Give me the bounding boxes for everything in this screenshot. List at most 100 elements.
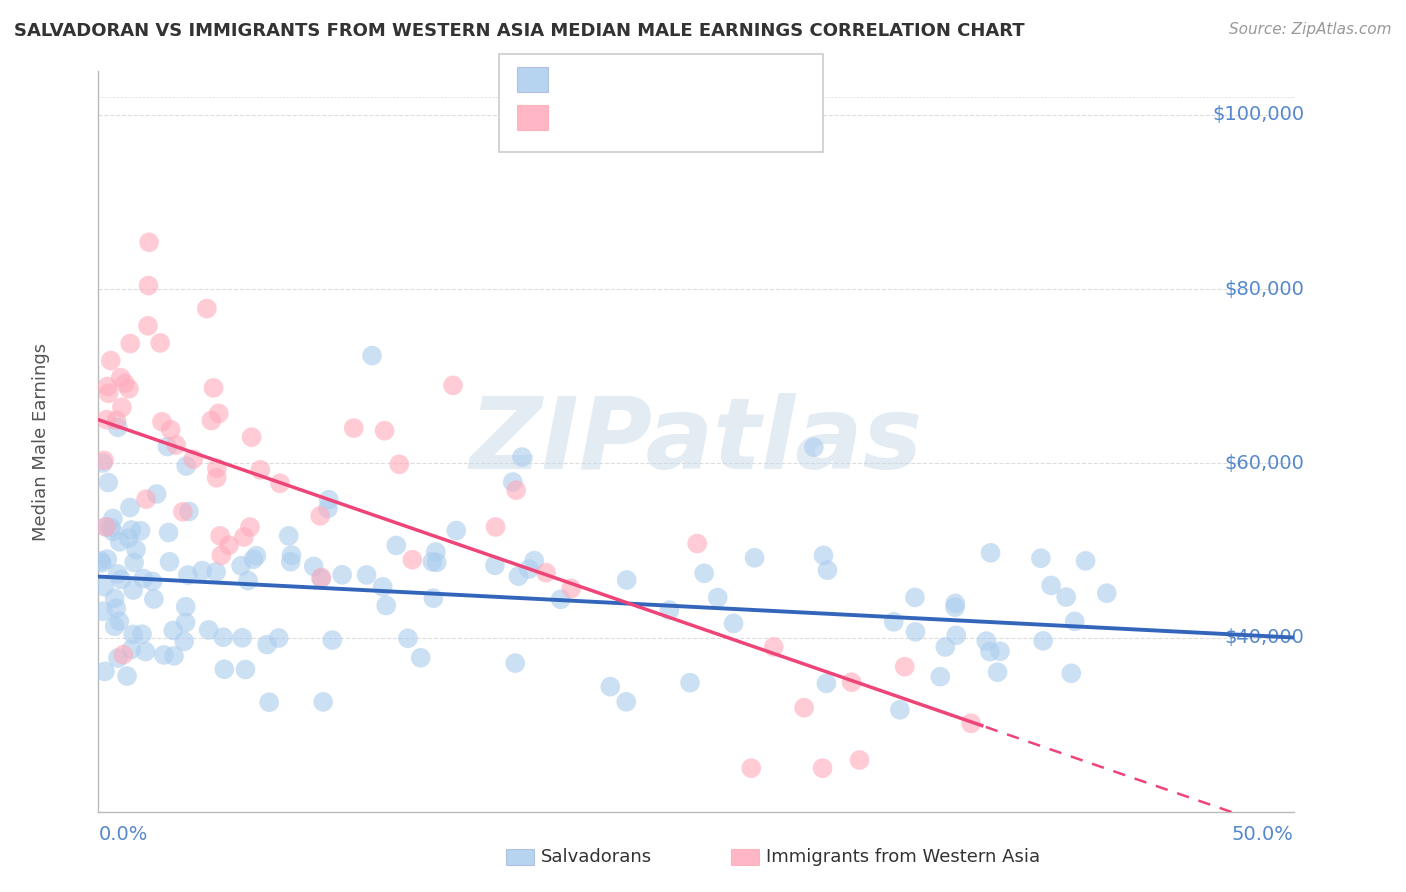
Point xyxy=(197,623,219,637)
Point xyxy=(401,552,423,566)
Point xyxy=(120,336,142,351)
Point xyxy=(122,556,145,570)
Point xyxy=(257,695,280,709)
Point xyxy=(1040,578,1063,592)
Point xyxy=(177,504,200,518)
Point xyxy=(979,645,1001,659)
Point xyxy=(173,634,195,648)
Point xyxy=(107,420,129,434)
Point xyxy=(142,592,165,607)
Point xyxy=(388,457,411,471)
Point xyxy=(112,648,135,662)
Point xyxy=(560,582,582,596)
Point xyxy=(100,353,122,368)
Point xyxy=(138,278,160,293)
Point xyxy=(107,566,129,581)
Point xyxy=(311,570,333,584)
Point xyxy=(693,566,716,581)
Point xyxy=(1060,666,1083,681)
Point xyxy=(312,695,335,709)
Point xyxy=(904,624,927,639)
Point xyxy=(105,413,128,427)
Point xyxy=(90,556,112,570)
Point xyxy=(426,555,449,569)
Point xyxy=(131,627,153,641)
Point xyxy=(205,565,228,579)
Point xyxy=(330,567,353,582)
Point xyxy=(96,412,118,426)
Point xyxy=(256,638,278,652)
Point xyxy=(929,670,952,684)
Point xyxy=(157,525,180,540)
Text: $100,000: $100,000 xyxy=(1212,105,1305,124)
Point xyxy=(356,568,378,582)
Point xyxy=(159,423,181,437)
Point xyxy=(1032,633,1054,648)
Text: 0.0%: 0.0% xyxy=(98,825,148,844)
Point xyxy=(162,624,184,638)
Point xyxy=(132,572,155,586)
Point xyxy=(105,601,128,615)
Point xyxy=(101,511,124,525)
Point xyxy=(904,591,927,605)
Text: $60,000: $60,000 xyxy=(1225,454,1305,473)
Point xyxy=(110,572,132,586)
Point xyxy=(205,471,228,485)
Point xyxy=(361,349,384,363)
Point xyxy=(375,599,398,613)
Point xyxy=(94,520,117,534)
Point xyxy=(229,558,252,573)
Text: $40,000: $40,000 xyxy=(1225,628,1305,647)
Point xyxy=(104,591,127,606)
Point xyxy=(104,619,127,633)
Point xyxy=(502,475,524,489)
Text: SALVADORAN VS IMMIGRANTS FROM WESTERN ASIA MEDIAN MALE EARNINGS CORRELATION CHAR: SALVADORAN VS IMMIGRANTS FROM WESTERN AS… xyxy=(14,22,1025,40)
Point xyxy=(988,644,1011,658)
Point xyxy=(550,592,572,607)
Point xyxy=(277,529,299,543)
Point xyxy=(817,563,839,577)
Point xyxy=(1054,590,1077,604)
Point xyxy=(111,401,134,415)
Point xyxy=(91,604,114,618)
Point xyxy=(321,633,343,648)
Point xyxy=(165,438,187,452)
Point xyxy=(987,665,1010,680)
Point xyxy=(523,554,546,568)
Point xyxy=(91,456,114,470)
Point xyxy=(94,520,117,534)
Point xyxy=(122,582,145,597)
Point xyxy=(202,381,225,395)
Point xyxy=(191,564,214,578)
Point xyxy=(508,569,530,583)
Point xyxy=(425,545,447,559)
Point xyxy=(118,382,141,396)
Point xyxy=(159,555,181,569)
Point xyxy=(980,546,1002,560)
Point xyxy=(212,630,235,644)
Text: Immigrants from Western Asia: Immigrants from Western Asia xyxy=(766,848,1040,866)
Text: ZIPatlas: ZIPatlas xyxy=(470,393,922,490)
Point xyxy=(943,596,966,610)
Point xyxy=(679,675,702,690)
Point xyxy=(762,640,785,654)
Point xyxy=(848,753,870,767)
Point xyxy=(446,524,468,538)
Point xyxy=(505,483,527,497)
Point xyxy=(120,642,142,657)
Point xyxy=(484,520,506,534)
Point xyxy=(517,562,540,576)
Text: N =: N = xyxy=(666,70,713,90)
Point xyxy=(163,648,186,663)
Point xyxy=(125,542,148,557)
Point xyxy=(960,716,983,731)
Point xyxy=(309,572,332,586)
Point xyxy=(209,529,232,543)
Point xyxy=(371,580,394,594)
Point xyxy=(114,376,136,391)
Point xyxy=(249,463,271,477)
Point xyxy=(893,659,915,673)
Point xyxy=(214,662,236,676)
Text: N =: N = xyxy=(666,109,713,128)
Point xyxy=(200,414,222,428)
